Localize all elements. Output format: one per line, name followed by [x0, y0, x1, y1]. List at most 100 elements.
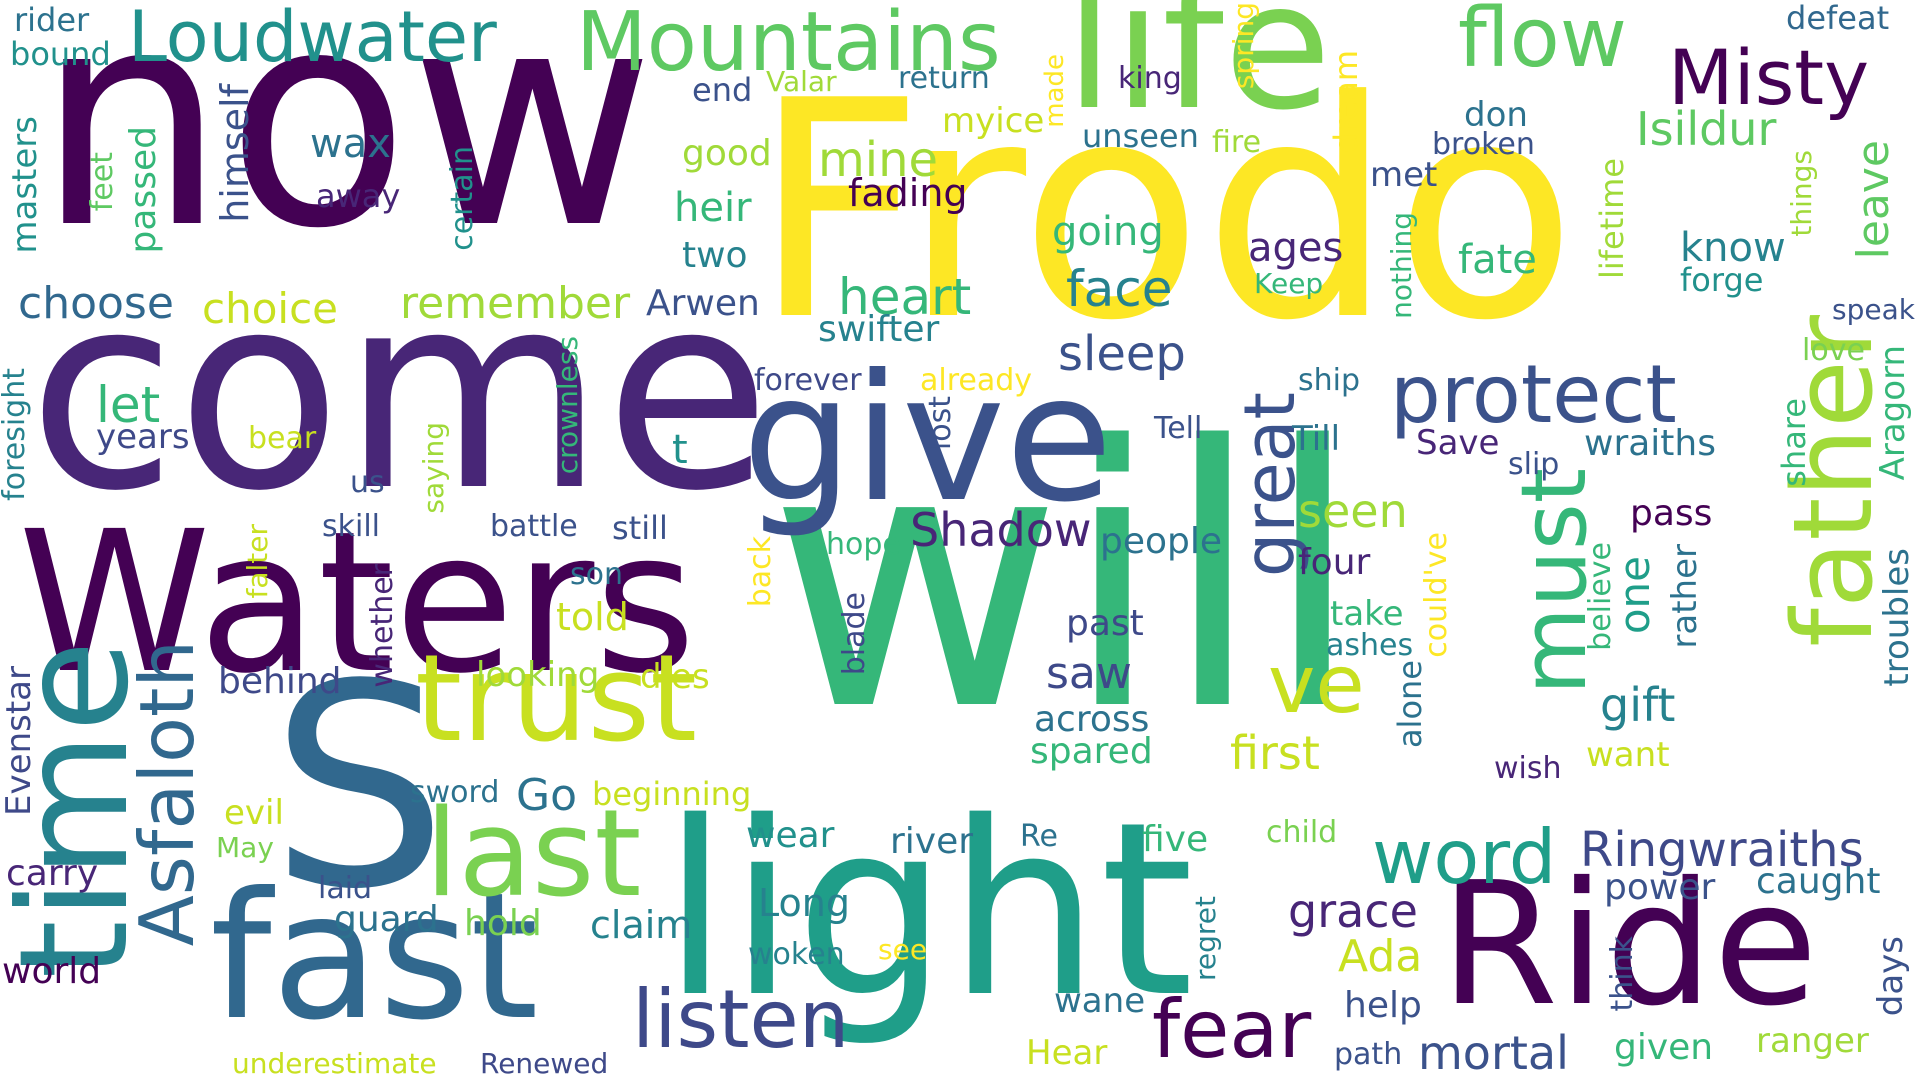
word-guard: guard: [334, 899, 439, 940]
word-keep: Keep: [1254, 267, 1324, 300]
word-met: met: [1370, 155, 1438, 195]
word-foresight: foresight: [0, 368, 32, 501]
word-himself: himself: [213, 84, 257, 223]
word-return: return: [898, 61, 990, 96]
word-asfaloth: Asfaloth: [123, 640, 211, 947]
word-love: love: [1802, 333, 1865, 368]
word-bound: bound: [10, 35, 111, 73]
word-going: going: [1052, 209, 1164, 255]
word-dies: dies: [640, 657, 710, 697]
word-river: river: [890, 821, 974, 862]
word-battle: battle: [490, 509, 578, 544]
word-broken: broken: [1432, 127, 1535, 162]
word-ranger: ranger: [1756, 1021, 1869, 1061]
word-want: want: [1586, 735, 1670, 775]
word-hold: hold: [464, 903, 542, 944]
word-ringwraiths: Ringwraiths: [1580, 822, 1864, 878]
word-falter: falter: [241, 524, 274, 599]
word-four: four: [1298, 542, 1371, 583]
word-evenstar: Evenstar: [0, 666, 39, 816]
word-frodo: Frodo: [752, 37, 1577, 386]
word-dream: dream: [1327, 50, 1365, 154]
word-face: face: [1066, 260, 1173, 318]
word-know: know: [1680, 225, 1786, 271]
word-believe: believe: [1583, 542, 1618, 651]
word-spared: spared: [1030, 731, 1153, 772]
word-leave: leave: [1848, 140, 1899, 260]
word-told: told: [556, 595, 629, 639]
word-heart: heart: [838, 268, 972, 326]
word-share: share: [1775, 398, 1813, 487]
word-feet: feet: [85, 152, 120, 212]
word-fading: fading: [848, 171, 968, 215]
word-take: take: [1330, 594, 1404, 634]
word-flow: flow: [1458, 0, 1627, 86]
word-regret: regret: [1189, 896, 1222, 981]
word-wraiths: wraiths: [1584, 423, 1716, 464]
word-underestimate: underestimate: [232, 1047, 437, 1080]
word-king: king: [1118, 61, 1182, 96]
word-saying: saying: [417, 422, 450, 514]
word-woken: woken: [748, 937, 845, 972]
word-mountains: Mountains: [576, 0, 1001, 90]
word-trust: trust: [415, 630, 698, 769]
word-see: see: [878, 933, 928, 966]
word-wax: wax: [310, 121, 391, 167]
word-isildur: Isildur: [1636, 102, 1777, 156]
word-now: now: [36, 0, 656, 294]
word-power: power: [1604, 867, 1716, 908]
word-bear: bear: [248, 421, 317, 456]
word-saw: saw: [1046, 648, 1132, 699]
word-masters: masters: [5, 116, 45, 254]
word-caught: caught: [1756, 861, 1881, 902]
word-re: Re: [1020, 819, 1058, 854]
word-fate: fate: [1458, 237, 1537, 283]
word-things: things: [1785, 150, 1818, 237]
word-lifetime: lifetime: [1593, 158, 1631, 280]
word-made: made: [1040, 54, 1070, 128]
word-don: don: [1464, 95, 1528, 135]
word-till: Till: [1292, 419, 1341, 459]
word-world: world: [2, 951, 102, 992]
word-ada: Ada: [1338, 931, 1423, 982]
word-back: back: [743, 536, 778, 608]
word-end: end: [692, 71, 753, 109]
word-heir: heir: [674, 185, 752, 231]
word-troubles: troubles: [1877, 548, 1917, 687]
word-claim: claim: [590, 903, 693, 947]
word-laid: laid: [318, 871, 373, 906]
word-five: five: [1142, 819, 1209, 860]
word-forge: forge: [1680, 261, 1764, 299]
word-child: child: [1266, 815, 1338, 850]
word-pass: pass: [1630, 493, 1713, 534]
word-myice: myice: [942, 101, 1045, 141]
word-rather: rather: [1665, 544, 1705, 649]
word-remember: remember: [400, 278, 631, 329]
word-skill: skill: [322, 509, 381, 544]
word-years: years: [96, 417, 190, 457]
word-aragorn: Aragorn: [1873, 345, 1913, 481]
word-ashes: ashes: [1326, 628, 1414, 663]
word-s: S: [270, 625, 448, 951]
word-speak: speak: [1832, 293, 1915, 326]
word-ride: Ride: [1440, 846, 1818, 1044]
word-life: life: [1065, 0, 1332, 149]
word-t: t: [672, 427, 688, 473]
word-give: give: [742, 338, 1113, 541]
word-light: light: [662, 770, 1194, 1050]
word-choice: choice: [202, 284, 339, 333]
word-alone: alone: [1391, 660, 1429, 749]
word-renewed: Renewed: [480, 1047, 609, 1080]
word-mortal: mortal: [1418, 1026, 1569, 1080]
word-gift: gift: [1600, 678, 1676, 732]
word-nothing: nothing: [1385, 212, 1418, 319]
word-certain: certain: [445, 146, 480, 251]
word-beginning: beginning: [592, 775, 752, 813]
word-listen: listen: [632, 973, 850, 1066]
word-fear: fear: [1152, 983, 1312, 1076]
word-wear: wear: [746, 815, 835, 856]
word-lost: lost: [923, 396, 958, 451]
word-ages: ages: [1248, 225, 1344, 271]
word-protect: protect: [1390, 348, 1677, 441]
word-hear: Hear: [1026, 1033, 1108, 1073]
